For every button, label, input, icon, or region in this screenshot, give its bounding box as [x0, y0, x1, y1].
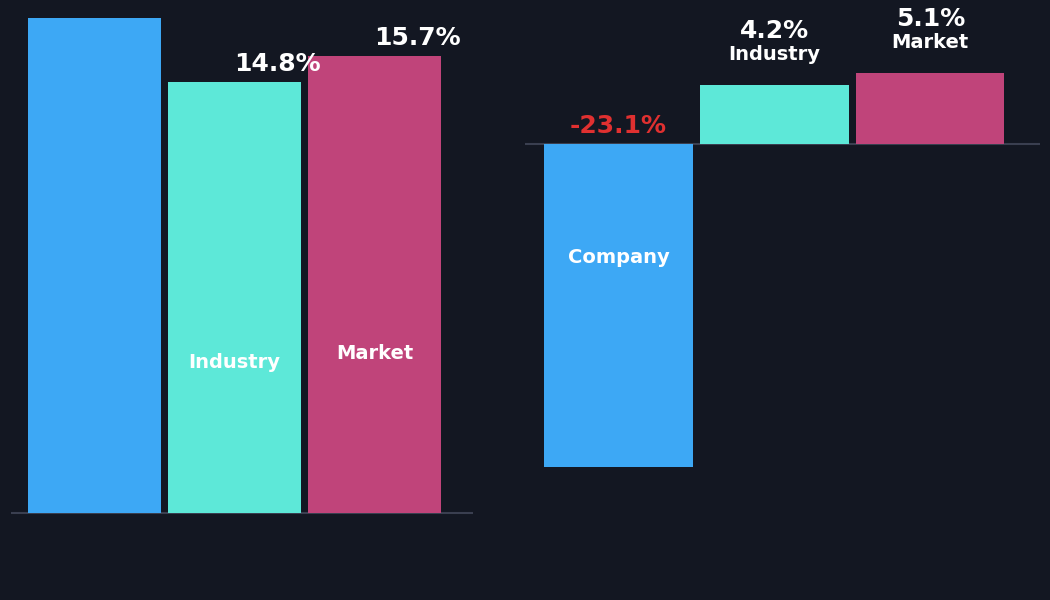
Text: 4.2%: 4.2%: [740, 19, 808, 43]
Bar: [857, 73, 1005, 144]
Bar: [28, 0, 161, 513]
Text: Market: Market: [891, 32, 969, 52]
Bar: [308, 56, 441, 513]
Bar: [545, 144, 693, 467]
Bar: [168, 82, 301, 513]
Text: 15.7%: 15.7%: [375, 26, 461, 50]
Text: Market: Market: [336, 344, 413, 362]
Text: Company: Company: [568, 248, 670, 266]
Text: 14.8%: 14.8%: [234, 52, 321, 76]
Text: Industry: Industry: [189, 353, 280, 372]
Text: Industry: Industry: [729, 45, 820, 64]
Text: 5.1%: 5.1%: [896, 7, 965, 31]
Text: -23.1%: -23.1%: [570, 115, 667, 139]
Bar: [700, 85, 848, 144]
